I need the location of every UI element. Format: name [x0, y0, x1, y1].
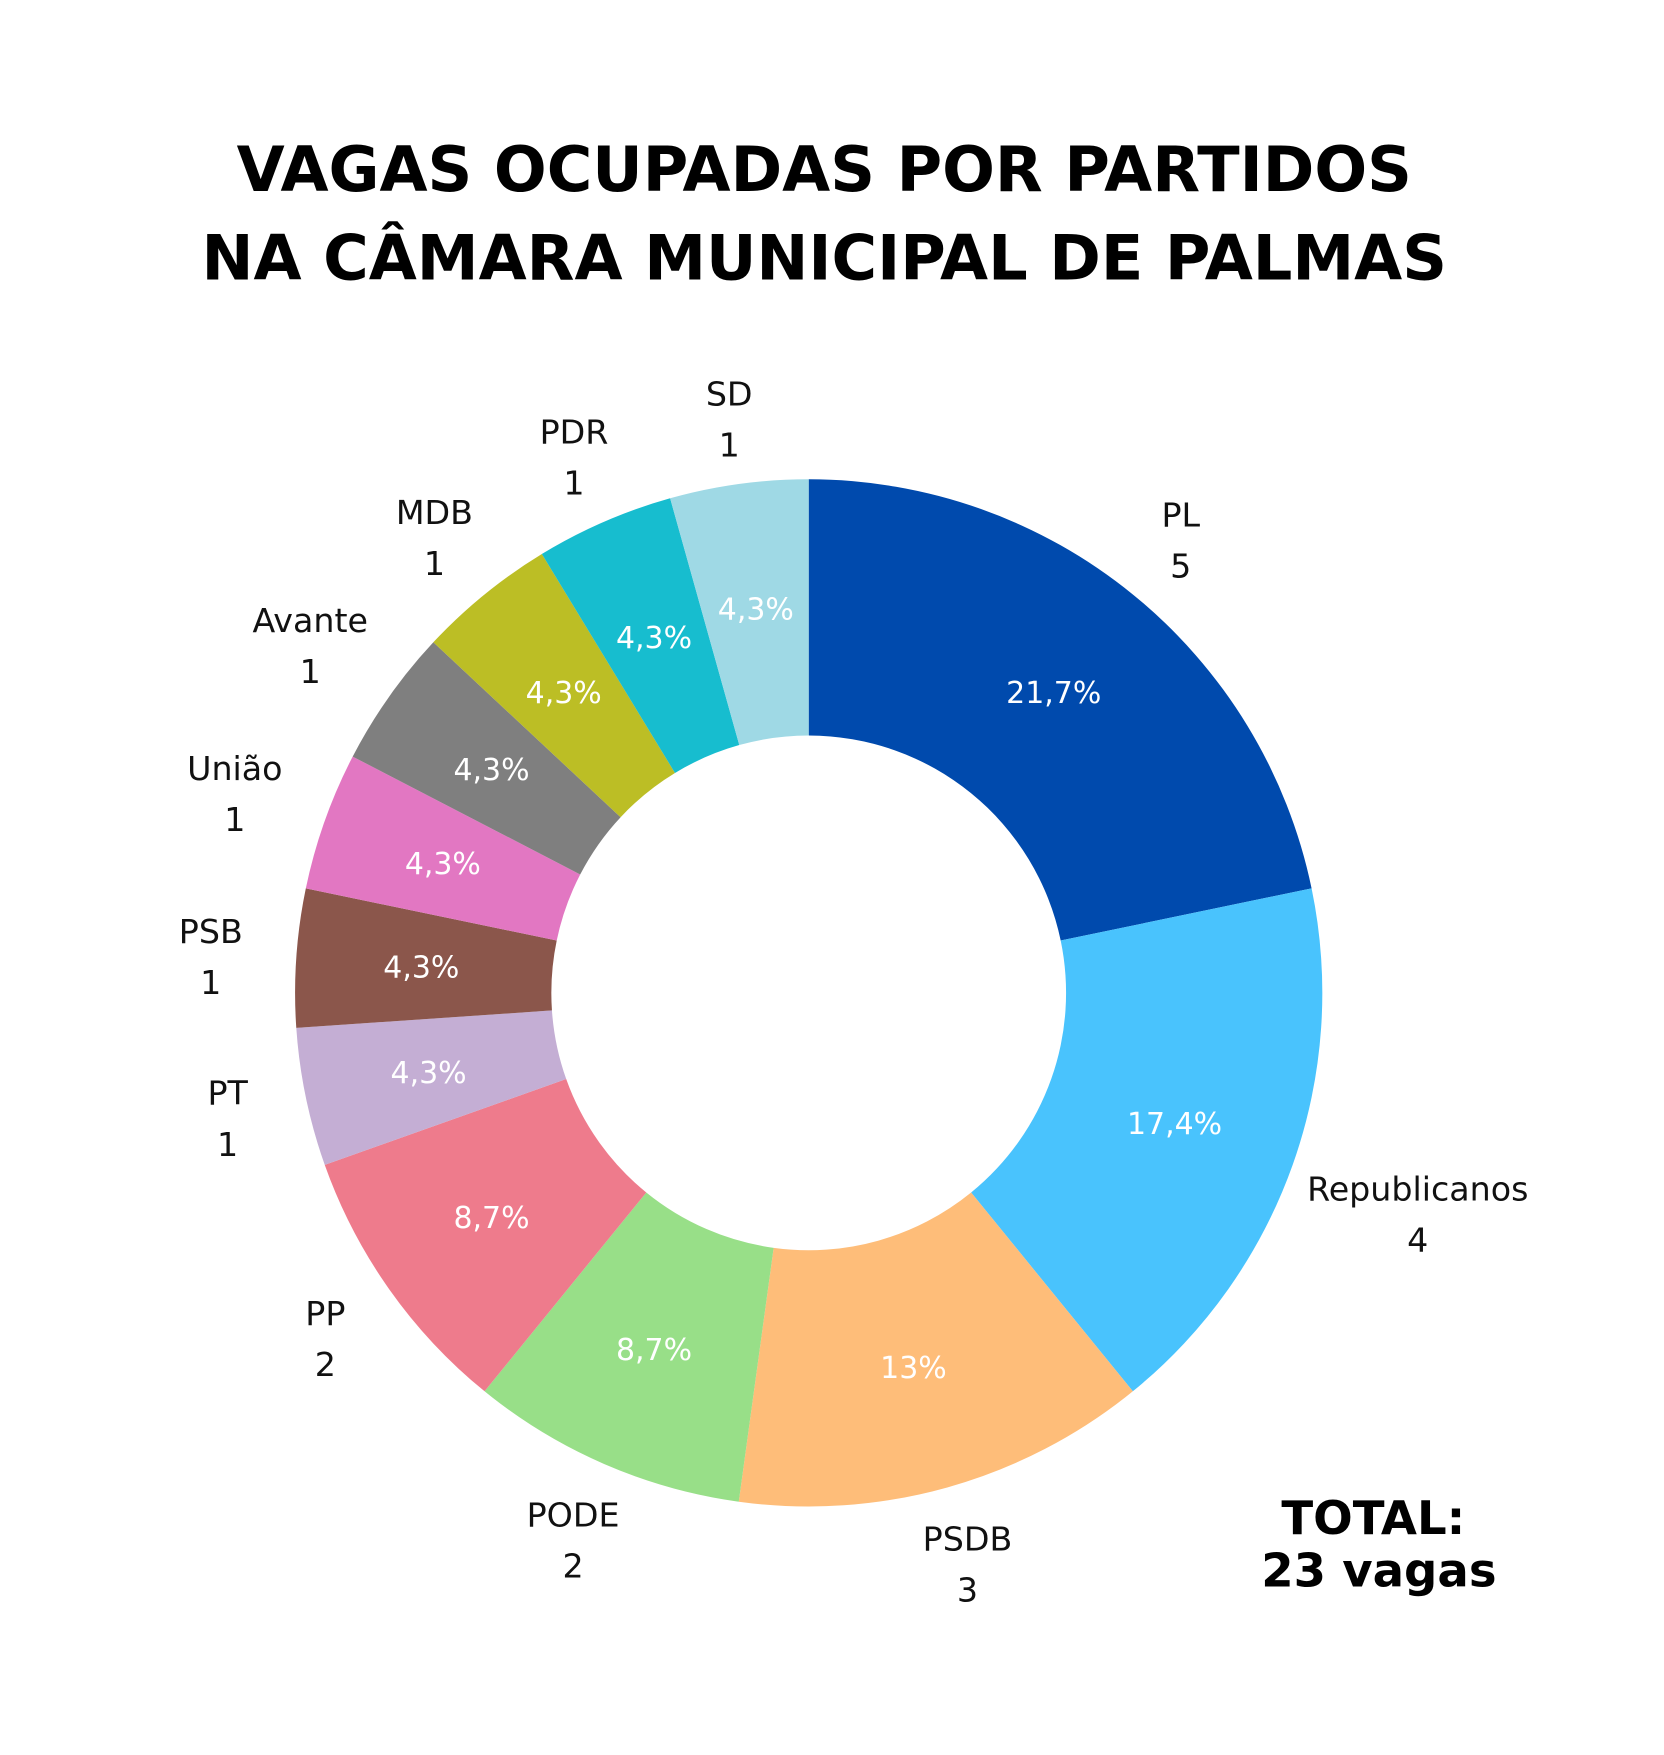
slice-value-label: 1	[200, 963, 221, 1002]
slice-percent-label: 4,3%	[383, 950, 459, 985]
slice-name-label: Avante	[253, 601, 368, 640]
slice-percent-label: 4,3%	[391, 1056, 467, 1091]
slice-name-label: União	[187, 749, 282, 788]
slice-name-label: PL	[1161, 496, 1200, 535]
slice-value-label: 1	[719, 426, 740, 465]
slice-value-label: 2	[562, 1546, 583, 1585]
slice-percent-label: 13%	[880, 1351, 947, 1386]
slice-pp	[324, 1079, 647, 1392]
slice-name-label: PODE	[527, 1495, 620, 1534]
slice-união	[305, 756, 581, 941]
slice-name-label: PP	[305, 1294, 345, 1333]
slice-mdb	[433, 554, 675, 818]
slice-value-label: 1	[563, 464, 584, 503]
slice-pode	[484, 1192, 774, 1502]
slice-name-label: PSDB	[923, 1520, 1013, 1559]
chart-title-line-1: VAGAS OCUPADAS POR PARTIDOS	[237, 133, 1412, 206]
labels-group: 21,7% PL 5 17,4% Republicanos 4 13% PSDB 3 8,7% PO…	[179, 374, 1529, 1609]
slice-name-label: PT	[207, 1074, 248, 1113]
slice-psdb	[738, 1192, 1133, 1507]
slice-percent-label: 4,3%	[526, 676, 602, 711]
chart-title-line-2: NA CÂMARA MUNICIPAL DE PALMAS	[201, 222, 1447, 295]
slice-name-label: MDB	[396, 493, 473, 532]
slice-name-label: SD	[706, 374, 753, 413]
slice-name-label: Republicanos	[1307, 1169, 1528, 1208]
slice-percent-label: 21,7%	[1006, 676, 1101, 711]
slice-percent-label: 17,4%	[1127, 1107, 1222, 1142]
slice-value-label: 1	[217, 1125, 238, 1164]
slice-value-label: 3	[957, 1571, 978, 1610]
slice-value-label: 1	[300, 652, 321, 691]
slice-value-label: 1	[424, 544, 445, 583]
slice-avante	[352, 642, 621, 875]
slice-republicanos	[971, 888, 1323, 1392]
slice-value-label: 2	[315, 1345, 336, 1384]
slice-percent-label: 4,3%	[405, 847, 481, 882]
total-value: 23 vagas	[1261, 1543, 1496, 1597]
slice-sd	[670, 479, 809, 746]
slice-percent-label: 4,3%	[616, 621, 692, 656]
slice-percent-label: 4,3%	[718, 592, 794, 627]
slice-name-label: PDR	[540, 413, 609, 452]
slice-value-label: 1	[224, 800, 245, 839]
slice-value-label: 5	[1170, 547, 1191, 586]
slice-pl	[808, 479, 1312, 941]
slice-percent-label: 8,7%	[453, 1201, 529, 1236]
slices-group	[295, 479, 1323, 1507]
slice-percent-label: 8,7%	[616, 1333, 692, 1368]
slice-value-label: 4	[1407, 1220, 1428, 1259]
slice-name-label: PSB	[179, 912, 243, 951]
slice-pt	[296, 1010, 567, 1165]
slice-percent-label: 4,3%	[453, 753, 529, 788]
slice-psb	[295, 888, 557, 1028]
slice-pdr	[541, 498, 740, 773]
total-label: TOTAL:	[1281, 1491, 1465, 1545]
